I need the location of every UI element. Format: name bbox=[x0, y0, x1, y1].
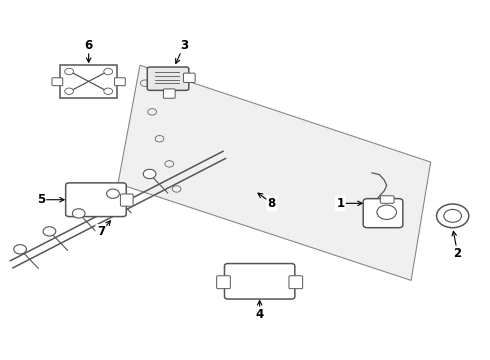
Circle shape bbox=[65, 88, 74, 94]
FancyBboxPatch shape bbox=[163, 89, 175, 98]
FancyBboxPatch shape bbox=[121, 194, 133, 206]
FancyBboxPatch shape bbox=[217, 276, 230, 289]
Circle shape bbox=[143, 169, 156, 179]
Text: 8: 8 bbox=[268, 197, 276, 210]
FancyBboxPatch shape bbox=[289, 276, 303, 289]
FancyBboxPatch shape bbox=[380, 196, 394, 203]
FancyBboxPatch shape bbox=[224, 264, 295, 299]
FancyBboxPatch shape bbox=[115, 78, 125, 86]
Circle shape bbox=[73, 209, 85, 218]
FancyBboxPatch shape bbox=[52, 78, 63, 86]
FancyBboxPatch shape bbox=[370, 216, 383, 224]
Text: 1: 1 bbox=[336, 197, 344, 210]
Circle shape bbox=[104, 68, 113, 75]
FancyBboxPatch shape bbox=[363, 199, 403, 228]
FancyBboxPatch shape bbox=[183, 73, 195, 82]
Circle shape bbox=[65, 68, 74, 75]
Text: 2: 2 bbox=[453, 247, 462, 260]
Polygon shape bbox=[118, 65, 431, 280]
Text: 5: 5 bbox=[37, 193, 45, 206]
Text: 4: 4 bbox=[255, 308, 264, 321]
FancyBboxPatch shape bbox=[66, 183, 126, 217]
Circle shape bbox=[107, 189, 119, 198]
Circle shape bbox=[14, 245, 26, 254]
FancyBboxPatch shape bbox=[60, 65, 118, 98]
Circle shape bbox=[104, 88, 113, 94]
Circle shape bbox=[43, 227, 56, 236]
Text: 7: 7 bbox=[97, 225, 105, 238]
Text: 6: 6 bbox=[84, 39, 93, 52]
FancyBboxPatch shape bbox=[147, 67, 189, 90]
Text: 3: 3 bbox=[180, 39, 188, 52]
